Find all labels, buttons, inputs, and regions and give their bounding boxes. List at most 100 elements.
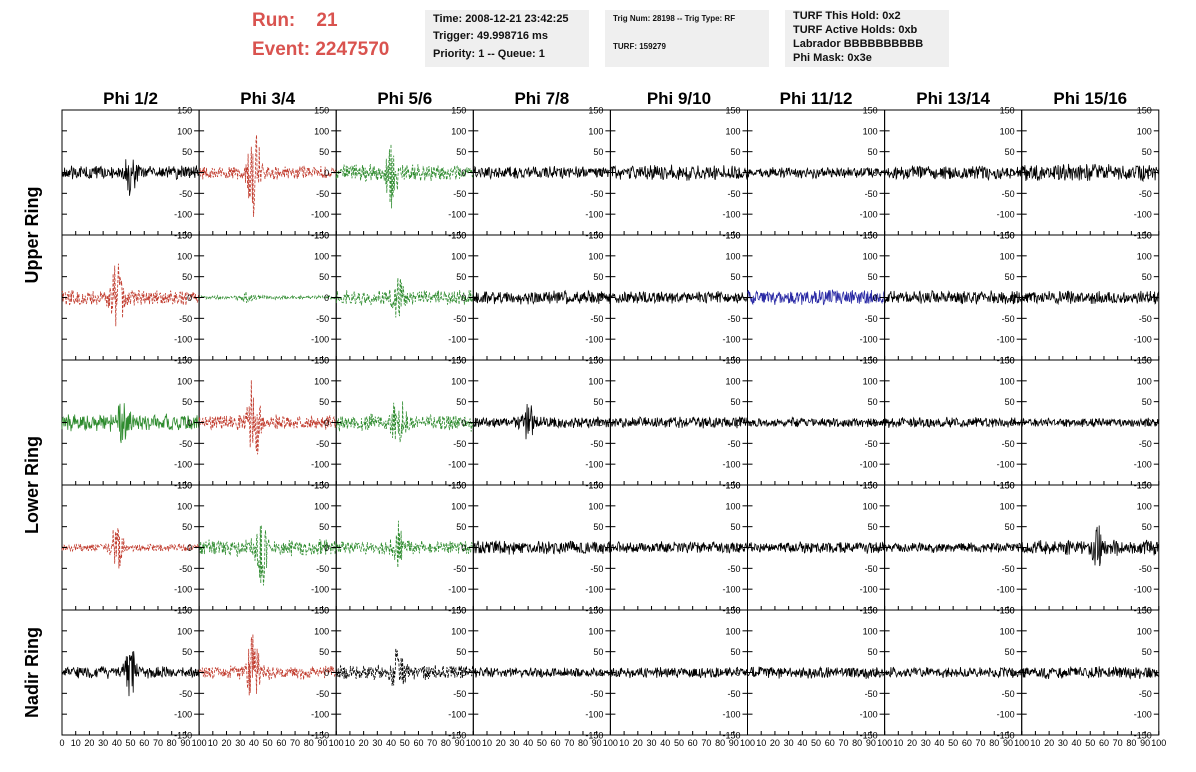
y-tick-label: 100	[588, 626, 603, 636]
x-tick-label: 100	[877, 738, 892, 748]
y-tick-label: 150	[451, 106, 466, 116]
y-tick-label: -100	[311, 210, 329, 220]
x-tick-label: 50	[674, 738, 684, 748]
turf-active-holds-text: TURF Active Holds: 0xb	[793, 24, 918, 36]
y-tick-label: 0	[1147, 668, 1152, 678]
y-tick-label: 50	[456, 272, 466, 282]
x-tick-label: 90	[455, 738, 465, 748]
y-tick-label: -50	[316, 439, 329, 449]
x-tick-label: 100	[1151, 738, 1166, 748]
y-tick-label: 150	[314, 481, 329, 491]
x-tick-label: 40	[934, 738, 944, 748]
y-tick-label: 0	[324, 418, 329, 428]
event-value: 2247570	[315, 39, 390, 60]
y-tick-label: 100	[1137, 501, 1152, 511]
y-tick-label: -50	[590, 689, 603, 699]
y-tick-label: 0	[461, 668, 466, 678]
waveform-trace	[198, 291, 337, 303]
y-tick-label: -100	[585, 210, 603, 220]
y-tick-label: -100	[448, 585, 466, 595]
y-tick-label: 100	[451, 626, 466, 636]
y-tick-label: 100	[1000, 126, 1015, 136]
x-tick-label: 10	[482, 738, 492, 748]
x-tick-label: 40	[249, 738, 259, 748]
turf-hold-text: TURF This Hold: 0x2	[793, 10, 901, 22]
waveform-trace	[61, 263, 200, 327]
x-tick-label: 30	[372, 738, 382, 748]
y-tick-label: 100	[314, 126, 329, 136]
waveform-trace	[335, 277, 474, 318]
x-tick-label: 80	[578, 738, 588, 748]
x-tick-label: 100	[466, 738, 481, 748]
priority-text: Priority: 1 -- Queue: 1	[433, 48, 545, 60]
x-tick-label: 20	[907, 738, 917, 748]
y-tick-label: -50	[1139, 439, 1152, 449]
y-tick-label: -100	[585, 710, 603, 720]
x-tick-label: 30	[509, 738, 519, 748]
y-tick-label: 50	[593, 647, 603, 657]
waveform-trace	[884, 416, 1023, 429]
x-tick-label: 20	[770, 738, 780, 748]
y-tick-label: 50	[456, 397, 466, 407]
y-tick-label: 100	[451, 376, 466, 386]
y-tick-label: -100	[311, 335, 329, 345]
y-tick-label: -100	[174, 335, 192, 345]
x-tick-label: 30	[235, 738, 245, 748]
waveform-trace	[335, 401, 474, 443]
x-tick-label: 100	[192, 738, 207, 748]
y-tick-label: -50	[179, 439, 192, 449]
waveform-trace	[472, 165, 611, 181]
y-tick-label: 100	[588, 376, 603, 386]
y-tick-label: 50	[1005, 397, 1015, 407]
y-tick-label: -100	[448, 710, 466, 720]
y-tick-label: 150	[451, 231, 466, 241]
x-tick-label: 80	[304, 738, 314, 748]
y-tick-label: -100	[997, 460, 1015, 470]
y-tick-label: -100	[860, 210, 878, 220]
event-line: Event: 2247570	[252, 39, 389, 61]
y-tick-label: 0	[324, 168, 329, 178]
y-tick-label: -50	[1002, 564, 1015, 574]
x-tick-label: 50	[400, 738, 410, 748]
y-tick-label: -50	[316, 564, 329, 574]
column-header: Phi 7/8	[514, 89, 569, 108]
y-tick-label: -50	[1139, 314, 1152, 324]
waveform-trace	[1021, 163, 1160, 183]
y-tick-label: -100	[1134, 585, 1152, 595]
y-tick-label: -150	[174, 731, 192, 741]
y-tick-label: 150	[588, 106, 603, 116]
x-tick-label: 60	[413, 738, 423, 748]
x-tick-label: 70	[564, 738, 574, 748]
y-tick-label: -50	[453, 439, 466, 449]
y-tick-label: 100	[725, 626, 740, 636]
y-tick-label: 100	[725, 376, 740, 386]
y-tick-label: 50	[1005, 272, 1015, 282]
y-tick-label: -100	[997, 210, 1015, 220]
y-tick-label: 150	[1000, 106, 1015, 116]
y-tick-label: -100	[585, 460, 603, 470]
waveform-trace	[610, 290, 748, 305]
y-tick-label: 100	[863, 126, 878, 136]
y-tick-label: -50	[1002, 439, 1015, 449]
y-tick-label: 50	[868, 647, 878, 657]
y-tick-label: 150	[177, 606, 192, 616]
x-tick-label: 90	[180, 738, 190, 748]
row-group-label: Nadir Ring	[22, 627, 42, 718]
x-tick-label: 10	[893, 738, 903, 748]
y-tick-label: 50	[319, 522, 329, 532]
y-tick-label: 100	[1000, 626, 1015, 636]
y-tick-label: 50	[456, 147, 466, 157]
y-tick-label: -100	[860, 585, 878, 595]
y-tick-label: 150	[588, 606, 603, 616]
y-tick-label: -50	[727, 689, 740, 699]
y-tick-label: 150	[451, 481, 466, 491]
x-tick-label: 90	[729, 738, 739, 748]
waveform-trace	[610, 540, 748, 554]
y-tick-label: 50	[1142, 647, 1152, 657]
y-tick-label: -50	[865, 689, 878, 699]
y-tick-label: 50	[319, 272, 329, 282]
waveform-trace	[747, 289, 885, 306]
time-trigger-panel: Time: 2008-12-21 23:42:25 Trigger: 49.99…	[425, 10, 589, 67]
x-tick-label: 40	[386, 738, 396, 748]
